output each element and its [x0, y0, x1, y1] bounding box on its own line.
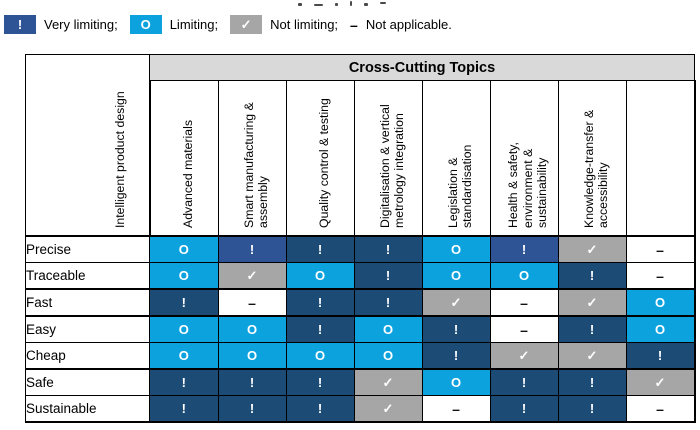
matrix-cell: ✓ [353, 395, 423, 423]
matrix-cell: O [285, 262, 355, 290]
matrix-cell: ✓ [557, 342, 627, 370]
matrix-cell: – [489, 288, 559, 317]
matrix-cell: O [217, 315, 287, 343]
matrix-cell: ! [421, 315, 491, 343]
matrix-cell: ✓ [489, 342, 559, 370]
column-header: Smart manufacturing & assembly [241, 80, 355, 237]
column-header-label: Legislation & standardisation [445, 144, 474, 228]
matrix-cell: ! [557, 262, 627, 290]
matrix-cell: O [353, 342, 423, 370]
matrix-cell: O [625, 288, 696, 317]
matrix-cell: ! [285, 315, 355, 343]
column-header: Quality control & testing [316, 80, 423, 237]
row-label: Traceable [25, 262, 150, 290]
matrix-cell: O [149, 315, 219, 343]
matrix-cell: ✓ [557, 235, 627, 263]
matrix-cell: ! [285, 235, 355, 263]
column-header-label: Smart manufacturing & assembly [241, 102, 270, 228]
matrix-cell: ! [353, 235, 423, 263]
very-chip-icon: ! [4, 15, 36, 34]
matrix-cell: – [421, 395, 491, 423]
matrix-cell: O [149, 235, 219, 263]
matrix-cell: O [421, 235, 491, 263]
matrix-cell: ! [285, 368, 355, 396]
matrix-cell: O [421, 368, 491, 396]
matrix-cell: O [217, 342, 287, 370]
matrix-cell: O [149, 342, 219, 370]
row-label: Fast [25, 288, 150, 317]
matrix-cell: – [625, 235, 696, 263]
column-header-label: Quality control & testing [316, 98, 331, 228]
row-label: Easy [25, 315, 150, 343]
legend-item-limiting: O Limiting; [129, 15, 219, 34]
matrix-cell: – [489, 315, 559, 343]
legend: ! Very limiting; O Limiting; ✓ Not limiting; –… [4, 15, 464, 34]
matrix-cell: ! [557, 395, 627, 423]
row-label: Sustainable [25, 395, 150, 423]
column-header: Knowledge-transfer & accessibility [581, 80, 696, 237]
legend-item-na: – Not applicable. [350, 17, 452, 33]
dash-icon: – [350, 16, 358, 33]
column-header-label: Advanced materials [180, 120, 195, 228]
column-header-label: Health & safety, environment & sustainab… [505, 142, 549, 228]
matrix-cell: ! [285, 395, 355, 423]
matrix-cell: ✓ [217, 262, 287, 290]
matrix-cell: O [149, 262, 219, 290]
matrix-cell: ! [489, 235, 559, 263]
row-label: Precise [25, 235, 150, 263]
row-label: Safe [25, 368, 150, 396]
matrix-cell: O [353, 315, 423, 343]
legend-label: Very limiting; [44, 17, 118, 32]
legend-label: Not applicable. [365, 17, 452, 32]
legend-item-not_limiting: ✓ Not limiting; [230, 15, 338, 34]
matrix-cell: ! [557, 368, 627, 396]
table-title: Cross-Cutting Topics [149, 54, 695, 81]
matrix-cell: ! [217, 395, 287, 423]
matrix-cell: ! [285, 288, 355, 317]
column-header-label: Knowledge-transfer & accessibility [581, 109, 610, 228]
matrix-cell: ✓ [625, 368, 696, 396]
limiting-chip-icon: O [129, 15, 162, 34]
matrix-cell: ! [489, 395, 559, 423]
matrix-cell: ! [625, 342, 696, 370]
matrix-cell: ✓ [421, 288, 491, 317]
column-header: Legislation & standardisation [445, 80, 559, 237]
matrix-cell: O [421, 262, 491, 290]
matrix-cell: ! [421, 342, 491, 370]
column-header-label: Digitalisation & vertical metrology inte… [377, 104, 406, 228]
matrix-cell: O [285, 342, 355, 370]
column-header-label: Intelligent product design [112, 91, 127, 228]
matrix-cell: ! [217, 235, 287, 263]
legend-label: Not limiting; [270, 17, 339, 32]
matrix-cell: ! [489, 368, 559, 396]
column-header: Health & safety, environment & sustainab… [506, 80, 627, 237]
matrix-cell: ! [353, 262, 423, 290]
column-header: Advanced materials [180, 80, 287, 237]
matrix-cell: – [217, 288, 287, 317]
row-label: Cheap [25, 342, 150, 370]
legend-label: Limiting; [169, 17, 219, 32]
matrix-cell: O [489, 262, 559, 290]
column-header: Digitalisation & vertical metrology inte… [377, 80, 491, 237]
matrix-cell: ! [217, 368, 287, 396]
matrix-cell: ! [353, 288, 423, 317]
legend-item-very: ! Very limiting; [4, 15, 118, 34]
matrix-cell: – [625, 262, 696, 290]
matrix-cell: ✓ [353, 368, 423, 396]
matrix-cell: O [625, 315, 696, 343]
clipped-text-fragment [298, 0, 468, 7]
not_limiting-chip-icon: ✓ [230, 15, 263, 34]
cross-cutting-matrix: Cross-Cutting Topics Intelligent product … [25, 54, 696, 423]
matrix-cell: ! [149, 368, 219, 396]
corner-spacer [25, 54, 150, 237]
matrix-cell: ! [149, 395, 219, 423]
column-header: Intelligent product design [112, 80, 219, 237]
matrix-cell: ✓ [557, 288, 627, 317]
matrix-cell: ! [557, 315, 627, 343]
matrix-cell: – [625, 395, 696, 423]
matrix-cell: ! [149, 288, 219, 317]
